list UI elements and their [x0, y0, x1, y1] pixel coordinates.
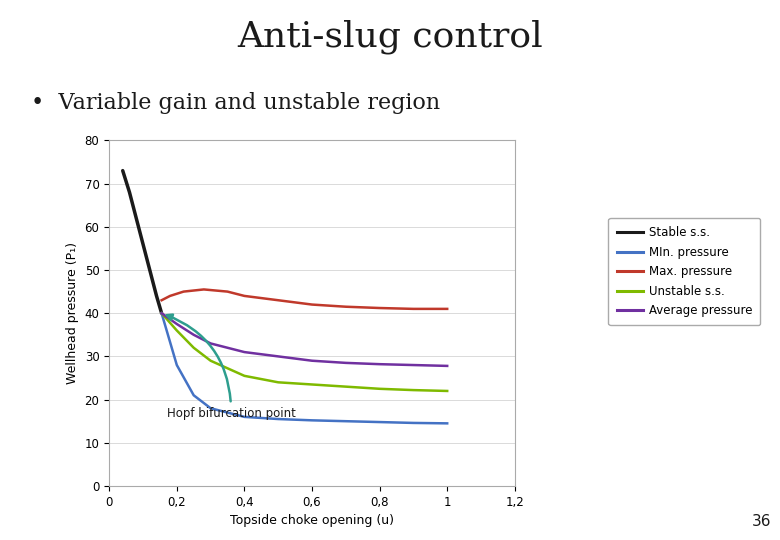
X-axis label: Topside choke opening (u): Topside choke opening (u): [230, 514, 394, 527]
Y-axis label: Wellhead pressure (P₁): Wellhead pressure (P₁): [66, 242, 79, 384]
Text: Hopf bifurcation point: Hopf bifurcation point: [167, 315, 296, 420]
Text: Anti-slug control: Anti-slug control: [237, 19, 543, 53]
Text: 36: 36: [751, 514, 771, 529]
Legend: Stable s.s., MIn. pressure, Max. pressure, Unstable s.s., Average pressure: Stable s.s., MIn. pressure, Max. pressur…: [608, 218, 760, 326]
Text: •  Variable gain and unstable region: • Variable gain and unstable region: [30, 92, 440, 114]
